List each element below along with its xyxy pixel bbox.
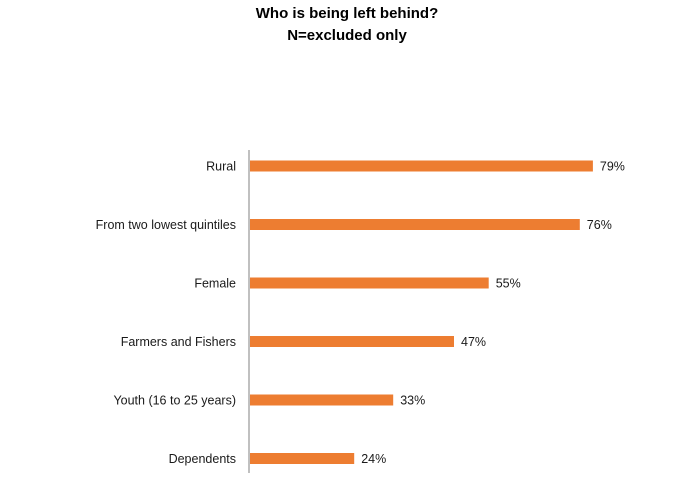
category-label-5: Dependents (169, 452, 236, 466)
bars-group: Rural 79% From two lowest quintiles 76% Fema… (96, 160, 625, 467)
value-label-5: 24% (361, 452, 386, 466)
value-label-0: 79% (600, 160, 625, 174)
chart-subtitle: N=excluded only (287, 27, 407, 44)
category-label-0: Rural (206, 160, 236, 174)
bar-4 (250, 394, 394, 406)
bar-0 (250, 160, 593, 172)
category-label-1: From two lowest quintiles (96, 218, 236, 232)
bar-3 (250, 336, 454, 347)
category-label-3: Farmers and Fishers (121, 335, 236, 349)
value-label-3: 47% (461, 335, 486, 349)
value-label-1: 76% (587, 218, 612, 232)
value-label-2: 55% (496, 277, 521, 291)
category-label-4: Youth (16 to 25 years) (113, 394, 236, 408)
value-label-4: 33% (400, 394, 425, 408)
chart-title: Who is being left behind? (255, 5, 439, 22)
bar-1 (250, 219, 580, 230)
bar-5 (250, 453, 355, 464)
bar-2 (250, 277, 489, 289)
category-label-2: Female (194, 277, 236, 291)
